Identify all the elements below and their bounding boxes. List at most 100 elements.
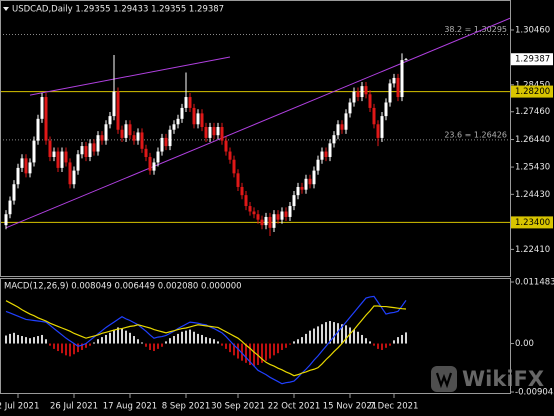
histogram-bar: [41, 334, 43, 344]
histogram-bar: [53, 343, 55, 349]
histogram-bar: [213, 339, 215, 344]
histogram-bar: [153, 343, 155, 352]
indicator-title: MACD(12,26,9) 0.008049 0.006449 0.002080…: [4, 282, 242, 292]
histogram-bar: [285, 343, 287, 348]
candle-body: [92, 143, 96, 152]
price-panel-frame: [0, 0, 511, 277]
candle-body: [200, 113, 204, 128]
histogram-bar: [317, 326, 319, 344]
candle-body: [144, 148, 148, 157]
candle-body: [384, 102, 388, 117]
candle-body: [152, 162, 156, 171]
histogram-bar: [137, 339, 139, 344]
candle-body: [396, 77, 400, 98]
candle-body: [48, 140, 52, 157]
candle-body: [240, 186, 244, 196]
candle-body: [124, 124, 128, 138]
histogram-bar: [401, 334, 403, 344]
histogram-bar: [225, 343, 227, 349]
histogram-bar: [9, 333, 11, 344]
histogram-bar: [105, 334, 107, 344]
fib-label: 38.2 = 1.30295: [444, 25, 507, 34]
trendline: [5, 17, 510, 229]
histogram-bar: [237, 343, 239, 359]
candle-body: [356, 91, 360, 98]
histogram-bar: [389, 343, 391, 346]
histogram-bar: [85, 343, 87, 348]
candle-body: [284, 211, 288, 217]
histogram-bar: [109, 332, 111, 344]
histogram-bar: [73, 343, 75, 355]
y-tick-label: 1.24430: [515, 190, 550, 200]
histogram-bar: [201, 334, 203, 344]
histogram-bar: [177, 333, 179, 344]
candle-body: [72, 170, 76, 185]
histogram-bar: [169, 338, 171, 344]
candle-body: [280, 211, 284, 220]
candle-body: [308, 178, 312, 185]
histogram-bar: [349, 327, 351, 344]
candle-body: [204, 127, 208, 138]
watermark-text: WikiFX: [462, 367, 544, 391]
candle-body: [256, 214, 260, 220]
candle-body: [108, 116, 112, 125]
candle-body: [272, 214, 276, 228]
indicator-line: [5, 295, 407, 385]
x-tick-label: 7 Dec 2021: [370, 402, 419, 412]
candle-body: [120, 129, 124, 138]
histogram-bar: [277, 343, 279, 354]
histogram-bar: [357, 331, 359, 344]
histogram-bar: [181, 331, 183, 344]
histogram-bar: [269, 343, 271, 359]
candle-body: [28, 162, 32, 174]
watermark: WikiFX: [431, 366, 544, 392]
candle-body: [20, 158, 24, 168]
candle-body: [160, 137, 164, 152]
candle-body: [400, 60, 404, 98]
histogram-bar: [229, 343, 231, 353]
y-tick-label: -0.009043: [515, 388, 554, 398]
candle-body: [40, 97, 44, 119]
candle-body: [192, 107, 196, 125]
y-tick-label: 1.27460: [515, 107, 550, 117]
macd-plot: [5, 295, 407, 385]
candle-body: [176, 118, 180, 125]
indicator-line: [5, 300, 407, 377]
candle-body: [300, 186, 304, 190]
histogram-bar: [21, 336, 23, 344]
histogram-bar: [241, 343, 243, 361]
level-box: [511, 216, 553, 229]
histogram-bar: [377, 343, 379, 349]
histogram-bar: [93, 342, 95, 344]
trendline: [29, 56, 231, 96]
candle-body: [184, 97, 188, 108]
histogram-bar: [393, 340, 395, 344]
histogram-bar: [65, 343, 67, 356]
x-tick-label: 2 Jul 2021: [0, 402, 39, 412]
histogram-bar: [209, 338, 211, 344]
candle-body: [8, 200, 12, 215]
candle-body: [380, 116, 384, 138]
candle-body: [16, 167, 20, 185]
histogram-bar: [89, 343, 91, 346]
menu-icon[interactable]: [3, 7, 9, 11]
histogram-bar: [205, 337, 207, 344]
candle-body: [364, 86, 368, 95]
histogram-bar: [353, 329, 355, 344]
histogram-bar: [293, 341, 295, 344]
histogram-bar: [249, 343, 251, 365]
candle-body: [344, 113, 348, 130]
candle-body: [80, 146, 84, 155]
candle-body: [36, 118, 40, 141]
candle-body: [348, 102, 352, 114]
histogram-bar: [129, 332, 131, 344]
histogram-bar: [57, 343, 59, 352]
histogram-bar: [325, 322, 327, 344]
histogram-bar: [157, 343, 159, 349]
candle-body: [88, 143, 92, 157]
price-plot: 38.2 = 1.30295 23.6 = 1.26426: [0, 17, 510, 237]
histogram-bar: [61, 343, 63, 354]
x-tick-label: 22 Oct 2021: [268, 402, 321, 412]
histogram-bar: [345, 325, 347, 344]
